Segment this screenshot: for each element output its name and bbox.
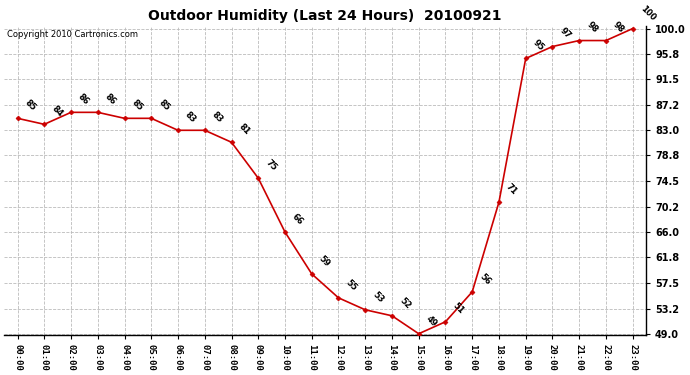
Text: 86: 86 bbox=[77, 92, 91, 107]
Text: Copyright 2010 Cartronics.com: Copyright 2010 Cartronics.com bbox=[8, 30, 139, 39]
Text: 85: 85 bbox=[130, 98, 145, 113]
Text: 71: 71 bbox=[504, 182, 519, 196]
Text: 100: 100 bbox=[638, 4, 657, 23]
Text: 81: 81 bbox=[237, 122, 252, 137]
Text: 53: 53 bbox=[371, 290, 386, 304]
Text: 51: 51 bbox=[451, 302, 466, 316]
Text: 86: 86 bbox=[104, 92, 118, 107]
Title: Outdoor Humidity (Last 24 Hours)  20100921: Outdoor Humidity (Last 24 Hours) 2010092… bbox=[148, 9, 502, 23]
Text: 59: 59 bbox=[317, 254, 332, 268]
Text: 95: 95 bbox=[531, 38, 546, 53]
Text: 56: 56 bbox=[477, 272, 493, 286]
Text: 84: 84 bbox=[50, 104, 64, 119]
Text: 85: 85 bbox=[23, 98, 38, 113]
Text: 83: 83 bbox=[210, 110, 225, 125]
Text: 75: 75 bbox=[264, 158, 278, 172]
Text: 98: 98 bbox=[584, 21, 599, 35]
Text: 85: 85 bbox=[157, 98, 171, 113]
Text: 55: 55 bbox=[344, 278, 359, 292]
Text: 49: 49 bbox=[424, 314, 439, 328]
Text: 83: 83 bbox=[184, 110, 198, 125]
Text: 97: 97 bbox=[558, 27, 573, 41]
Text: 52: 52 bbox=[397, 296, 412, 310]
Text: 98: 98 bbox=[611, 21, 626, 35]
Text: 66: 66 bbox=[290, 212, 305, 226]
